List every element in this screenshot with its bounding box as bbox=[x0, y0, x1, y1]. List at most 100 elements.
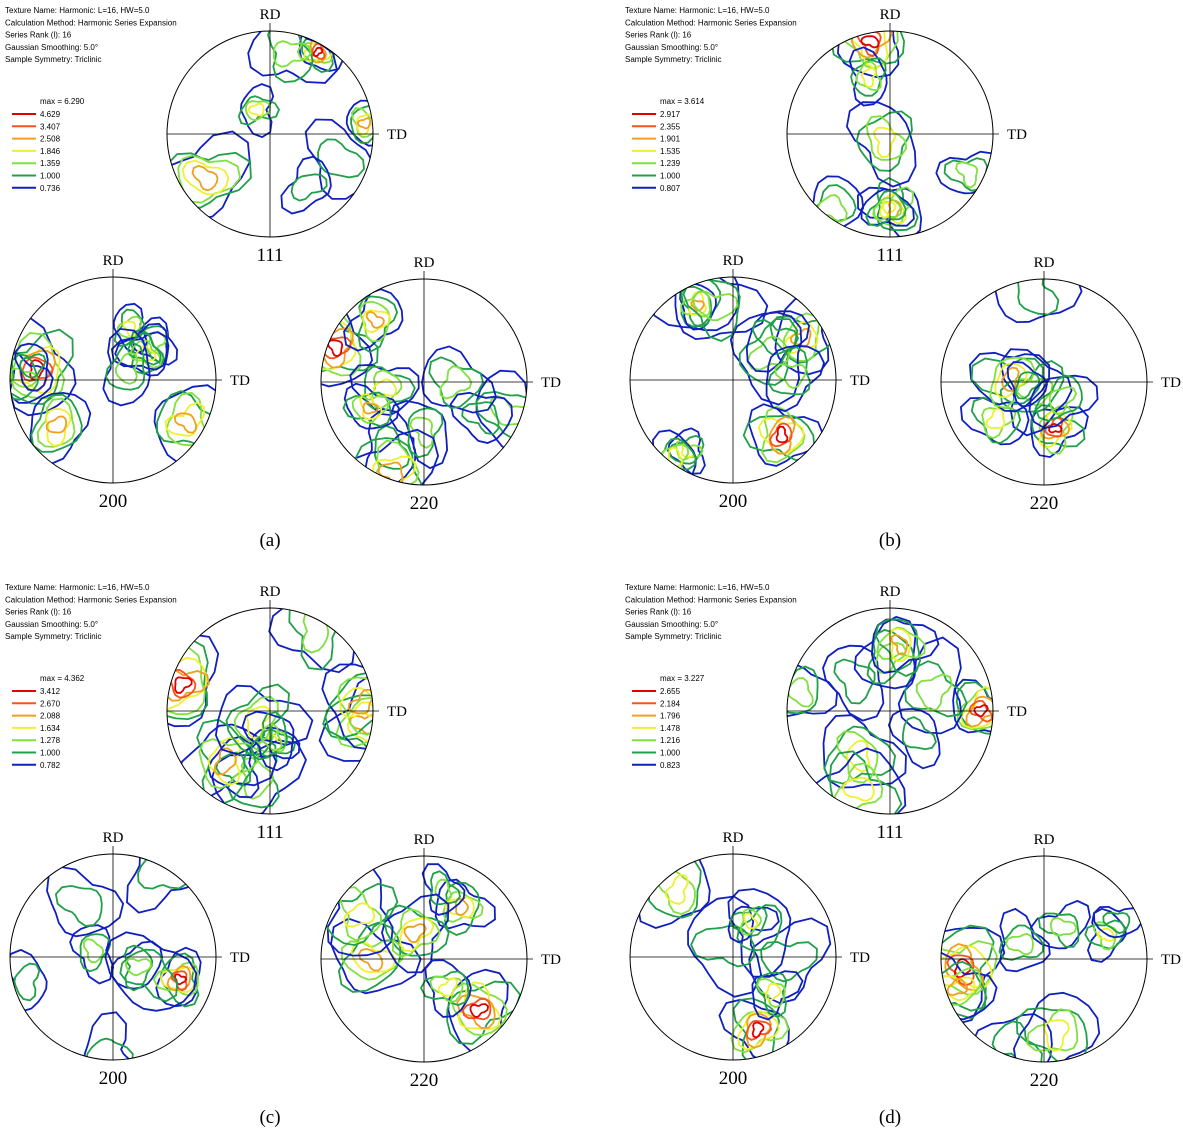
contour bbox=[318, 671, 373, 762]
contour bbox=[247, 31, 339, 84]
contour bbox=[437, 977, 458, 997]
contours bbox=[324, 861, 522, 1055]
legend-level: 1.796 bbox=[660, 712, 681, 721]
contour bbox=[941, 944, 993, 989]
contour bbox=[14, 342, 49, 392]
header-line: Calculation Method: Harmonic Series Expa… bbox=[625, 18, 797, 27]
header-line: Gaussian Smoothing: 5.0° bbox=[5, 43, 98, 52]
contour bbox=[808, 184, 857, 233]
contours bbox=[167, 31, 373, 221]
contours bbox=[941, 899, 1144, 1062]
td-label: TD bbox=[1007, 704, 1027, 720]
contour bbox=[342, 902, 376, 928]
figure-label: 200 bbox=[99, 1068, 128, 1089]
contour bbox=[198, 738, 259, 790]
contour bbox=[82, 938, 105, 964]
contour bbox=[419, 970, 470, 1007]
header-line: Calculation Method: Harmonic Series Expa… bbox=[625, 595, 797, 604]
panel: Texture Name: Harmonic: L=16, HW=5.0 Calc… bbox=[5, 6, 561, 551]
rd-label: RD bbox=[1034, 832, 1055, 848]
contour bbox=[122, 320, 137, 338]
contour bbox=[167, 151, 252, 209]
legend-level: 2.655 bbox=[660, 687, 681, 696]
contour bbox=[13, 962, 41, 1002]
contour bbox=[362, 401, 380, 415]
contour bbox=[153, 384, 216, 465]
header-line: Sample Symmetry: Triclinic bbox=[625, 55, 721, 64]
figure-label: 200 bbox=[719, 1068, 748, 1089]
legend-level: 1.278 bbox=[40, 736, 61, 745]
contour bbox=[312, 46, 324, 58]
contour bbox=[116, 315, 143, 339]
contour bbox=[872, 197, 903, 221]
rd-label: RD bbox=[880, 7, 901, 23]
contour bbox=[326, 861, 394, 957]
contour bbox=[174, 973, 188, 986]
contour bbox=[365, 310, 385, 329]
figure-label: 111 bbox=[876, 822, 903, 843]
contour bbox=[167, 646, 206, 716]
contour bbox=[991, 1020, 1043, 1062]
contour bbox=[941, 924, 995, 1020]
contour bbox=[324, 671, 373, 739]
legend-level: 1.000 bbox=[660, 172, 681, 181]
contour bbox=[310, 42, 326, 60]
contour bbox=[742, 414, 816, 462]
contour bbox=[989, 356, 1036, 409]
contour bbox=[861, 67, 877, 89]
td-label: TD bbox=[850, 373, 870, 389]
panel: Texture Name: Harmonic: L=16, HW=5.0 Calc… bbox=[625, 583, 1181, 1128]
contour bbox=[855, 110, 913, 172]
panel: Texture Name: Harmonic: L=16, HW=5.0 Calc… bbox=[625, 6, 1181, 551]
contour bbox=[1049, 916, 1078, 937]
contour bbox=[692, 290, 739, 322]
contour bbox=[339, 686, 373, 719]
contour bbox=[959, 397, 1030, 446]
contour bbox=[125, 957, 152, 977]
contour bbox=[36, 397, 76, 448]
legend-level: 3.407 bbox=[40, 122, 61, 131]
contours bbox=[10, 302, 216, 466]
contour bbox=[83, 1011, 138, 1060]
contour bbox=[1026, 1008, 1079, 1052]
contour bbox=[321, 663, 373, 751]
header-line: Calculation Method: Harmonic Series Expa… bbox=[5, 18, 177, 27]
contour bbox=[30, 393, 83, 453]
contour bbox=[850, 31, 894, 59]
contour bbox=[999, 907, 1051, 973]
contour bbox=[955, 161, 979, 189]
contour bbox=[1028, 374, 1099, 429]
contour bbox=[104, 931, 198, 1012]
contour bbox=[902, 716, 937, 751]
rd-label: RD bbox=[260, 584, 281, 600]
contour bbox=[764, 982, 782, 1001]
contour bbox=[941, 967, 983, 1006]
contour bbox=[833, 762, 884, 813]
contour bbox=[272, 40, 313, 68]
contour bbox=[890, 633, 909, 656]
contour bbox=[774, 363, 807, 390]
contour bbox=[215, 751, 252, 787]
contour bbox=[365, 439, 420, 485]
contour bbox=[822, 714, 907, 789]
contour bbox=[1016, 279, 1060, 316]
contour bbox=[167, 130, 251, 221]
legend-level: 2.088 bbox=[40, 712, 61, 721]
contours bbox=[959, 279, 1099, 459]
contour bbox=[828, 750, 903, 814]
header-line: Texture Name: Harmonic: L=16, HW=5.0 bbox=[625, 583, 770, 592]
contour bbox=[876, 176, 919, 232]
figure-label: 111 bbox=[876, 245, 903, 266]
legend-level: 2.184 bbox=[660, 699, 681, 708]
header-line: Gaussian Smoothing: 5.0° bbox=[625, 620, 718, 629]
contour bbox=[664, 873, 690, 905]
figure-label: 200 bbox=[99, 491, 128, 512]
contour bbox=[372, 378, 398, 397]
contour bbox=[743, 912, 759, 930]
contour bbox=[449, 391, 514, 444]
legend-level: 1.478 bbox=[660, 724, 681, 733]
legend-level: 1.634 bbox=[40, 724, 61, 733]
legend-max: max = 3.614 bbox=[660, 97, 705, 106]
contour bbox=[1037, 912, 1080, 948]
contour bbox=[191, 164, 219, 192]
